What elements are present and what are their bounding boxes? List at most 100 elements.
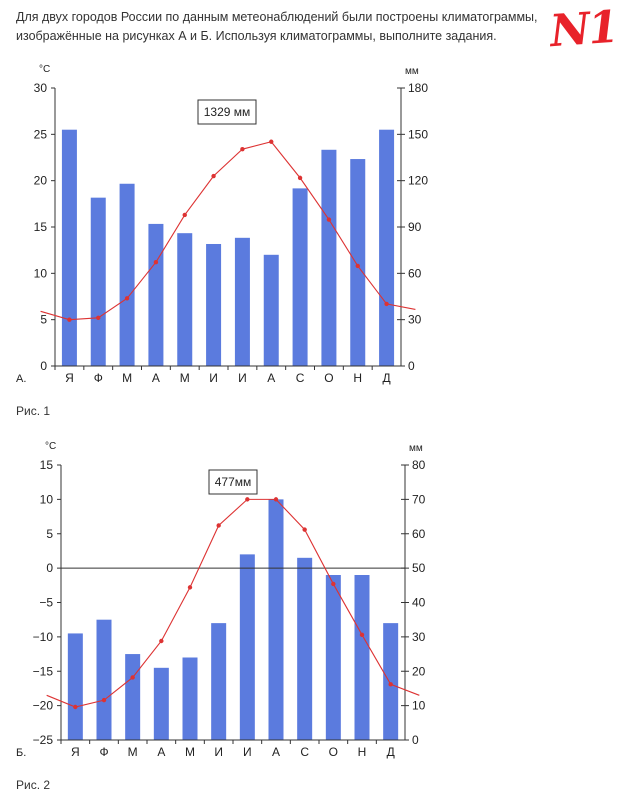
left-tick-label: 0	[46, 561, 53, 575]
precip-bar-10	[321, 149, 337, 366]
right-tick-label: 180	[408, 81, 428, 95]
precip-bar-6	[206, 243, 222, 366]
month-label: И	[238, 371, 247, 385]
panel-label: Б.	[16, 747, 26, 759]
precip-bar-7	[234, 237, 250, 366]
left-axis-unit: °С	[39, 64, 50, 75]
right-tick-label: 0	[412, 733, 419, 747]
month-label: А	[272, 745, 280, 759]
temperature-point-6	[216, 523, 221, 528]
precip-bar-9	[297, 557, 313, 740]
right-tick-label: 70	[412, 492, 426, 506]
temperature-point-2	[101, 697, 107, 703]
month-label: С	[300, 745, 309, 759]
month-label: А	[157, 745, 165, 759]
figure-caption-2: Рис. 2	[16, 778, 51, 792]
right-tick-label: 120	[408, 174, 428, 188]
left-tick-label: −10	[33, 630, 54, 644]
temperature-point-12	[388, 682, 393, 687]
left-tick-label: 30	[34, 81, 48, 95]
month-label: М	[180, 371, 190, 385]
temperature-point-9	[297, 175, 303, 181]
month-label: О	[329, 745, 338, 759]
left-tick-label: −5	[39, 596, 53, 610]
month-label: И	[214, 745, 223, 759]
temperature-line	[46, 498, 420, 708]
month-label: Я	[65, 371, 74, 385]
month-label: Я	[71, 745, 80, 759]
climatogram-a: 0 5 10 15 20 25 30 0 30 60 90 120 150 180 °С мм Я Ф М А М И И А…	[16, 64, 428, 385]
left-axis-unit: °С	[45, 441, 56, 452]
month-label: А	[152, 371, 160, 385]
temperature-point-8	[273, 497, 279, 502]
temperature-point-6	[211, 173, 216, 179]
temperature-point-2	[96, 315, 101, 321]
precip-bar-4	[148, 223, 164, 366]
handwritten-mark: N1	[548, 1, 619, 58]
temperature-point-9	[302, 527, 307, 532]
month-label: Д	[383, 371, 391, 385]
precip-bar-9	[292, 188, 308, 366]
temperature-point-4	[159, 638, 164, 644]
month-label: М	[185, 745, 195, 759]
month-label: И	[209, 371, 218, 385]
right-tick-label: 90	[408, 220, 422, 234]
precip-bar-10	[325, 575, 341, 740]
temperature-point-3	[130, 675, 135, 680]
right-tick-label: 60	[412, 527, 426, 541]
precip-bar-12	[383, 623, 399, 740]
temperature-point-3	[124, 296, 130, 301]
left-tick-label: 0	[40, 359, 47, 373]
temperature-point-8	[269, 139, 274, 144]
right-tick-label: 20	[412, 664, 426, 678]
left-tick-label: 5	[46, 527, 53, 541]
precip-bar-3	[125, 654, 141, 740]
temperature-line	[40, 141, 416, 321]
right-tick-label: 30	[408, 313, 422, 327]
left-tick-label: 10	[40, 492, 54, 506]
left-tick-label: 25	[34, 127, 48, 141]
precip-bar-8	[268, 499, 284, 740]
temperature-point-1	[67, 317, 72, 322]
left-tick-label: 10	[34, 266, 48, 280]
right-tick-label: 50	[412, 561, 426, 575]
month-label: М	[122, 371, 132, 385]
month-label: М	[128, 745, 138, 759]
temperature-point-12	[384, 301, 389, 307]
right-axis-unit: мм	[409, 443, 423, 454]
month-label: Н	[358, 745, 367, 759]
temperature-point-5	[187, 585, 193, 590]
precip-bar-4	[153, 667, 169, 740]
temperature-point-10	[331, 581, 336, 587]
precip-bar-8	[263, 254, 279, 366]
precip-bar-2	[96, 619, 112, 740]
precip-bar-6	[211, 623, 227, 740]
figure-caption-1: Рис. 1	[16, 404, 51, 418]
month-label: И	[243, 745, 252, 759]
precip-total-label: 1329 мм	[204, 105, 251, 119]
precip-total-box	[197, 99, 257, 125]
precip-bar-5	[182, 657, 198, 740]
left-tick-label: 15	[34, 220, 48, 234]
precip-bar-1	[67, 633, 83, 740]
precip-bar-11	[350, 159, 366, 366]
precip-bar-3	[119, 183, 135, 366]
right-tick-label: 30	[412, 630, 426, 644]
task-intro-text: Для двух городов России по данным метеон…	[16, 10, 538, 43]
month-label: Ф	[94, 371, 103, 385]
temperature-point-5	[182, 212, 187, 218]
left-tick-label: 15	[40, 458, 54, 472]
climatogram-b: −25 −20 −15 −10 −5 0 5 10 15 0 10 20 30 40 50 60 70 80 °С м…	[16, 441, 426, 759]
right-tick-label: 60	[408, 266, 422, 280]
right-axis-unit: мм	[405, 66, 419, 77]
right-tick-label: 10	[412, 699, 426, 713]
precip-bar-5	[177, 233, 193, 366]
left-tick-label: −20	[33, 699, 54, 713]
temperature-point-4	[153, 260, 159, 265]
right-tick-label: 40	[412, 596, 426, 610]
month-label: О	[324, 371, 333, 385]
precip-bar-12	[379, 129, 395, 366]
month-label: Ф	[99, 745, 108, 759]
left-tick-label: 20	[34, 174, 48, 188]
precip-bar-2	[90, 197, 106, 366]
